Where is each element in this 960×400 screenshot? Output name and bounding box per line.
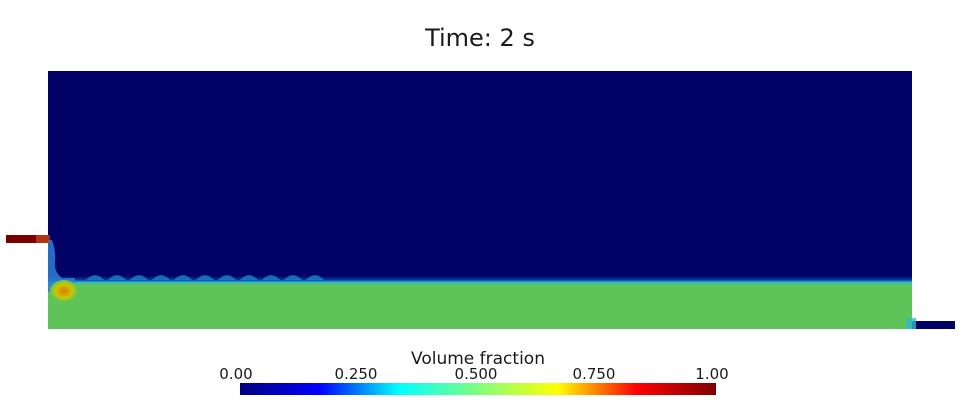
colorbar-tick-1: 0.250 (334, 365, 378, 383)
interface-ripple (284, 275, 302, 280)
plot-title: Time: 2 s (425, 24, 535, 52)
interface-ripple (86, 275, 104, 280)
colorbar-title: Volume fraction (411, 349, 545, 369)
colorbar-tick-4: 1.00 (695, 365, 729, 383)
colorbar-tick-0: 0.00 (219, 365, 253, 383)
interface-ripple (152, 275, 170, 280)
inlet-jet (48, 240, 75, 292)
liquid-region (48, 283, 912, 329)
interface-band (48, 276, 912, 285)
interface-ripple (174, 275, 192, 280)
inlet-blob (50, 280, 78, 302)
inflow-pipe-tip (36, 235, 50, 243)
colorbar-tick-2: 0.500 (454, 365, 498, 383)
interface-ripple (218, 275, 236, 280)
colorbar (240, 383, 716, 395)
interface-ripple (130, 275, 148, 280)
interface-ripple (108, 275, 126, 280)
interface-ripple (240, 275, 258, 280)
outflow-pipe-mouth (906, 318, 916, 329)
interface-ripples (86, 275, 324, 280)
inflow-pipe (6, 235, 48, 243)
interface-ripple (196, 275, 214, 280)
outflow-pipe (912, 321, 955, 329)
interface-ripple (262, 275, 280, 280)
interface-ripple (306, 275, 324, 280)
colorbar-tick-3: 0.750 (572, 365, 616, 383)
